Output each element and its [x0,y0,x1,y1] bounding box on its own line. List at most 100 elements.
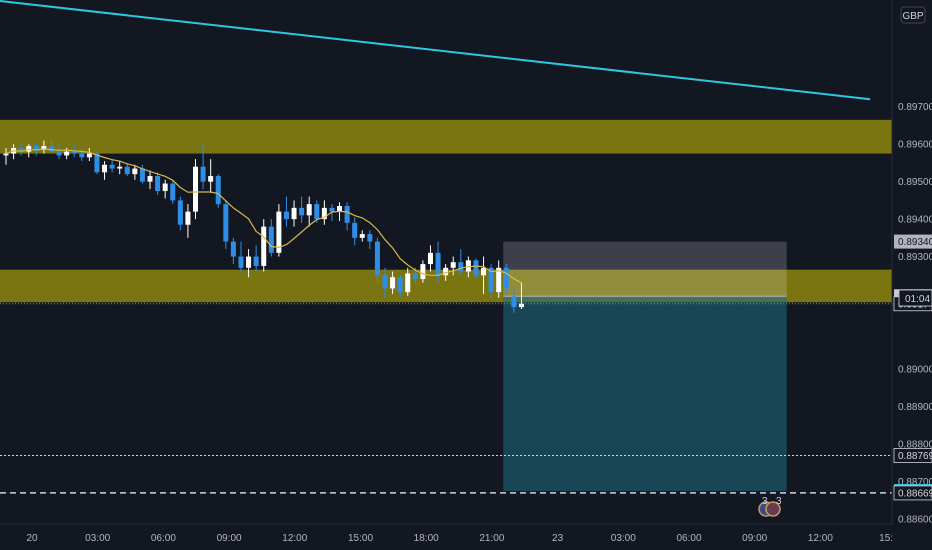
dashed-level-label-text: 0.88669 [898,488,932,499]
x-tick-label: 23 [552,533,564,544]
candle-body [18,147,24,152]
candle-body [443,267,449,276]
y-tick-label: 0.89300 [898,252,932,263]
x-tick-label: 09:00 [217,533,242,544]
event-icon-us [765,501,781,517]
x-tick-label: 21:00 [479,533,504,544]
currency-badge[interactable]: GBP [900,6,926,24]
candle-body [261,226,267,266]
y-tick-label: 0.89700 [898,102,932,113]
position-stop-area[interactable] [503,296,787,492]
trendline-layer [0,0,871,101]
candle-body [215,176,221,205]
candle-body [3,153,9,156]
candle-body [405,273,411,293]
candle-body [94,153,100,173]
x-tick-label: 06:00 [151,533,176,544]
y-tick-label: 0.88900 [898,402,932,413]
candle-body [458,262,464,272]
candle-body [367,234,373,242]
y-tick-label: 0.89500 [898,177,932,188]
dashed-level-label-bg [893,485,932,501]
candle-body [230,241,236,257]
candle-body [109,164,115,169]
candle-body [246,256,252,268]
trendline[interactable] [0,0,871,101]
resistance-zone-1[interactable] [0,119,892,154]
candle-body [147,176,153,182]
candle-body [465,260,471,272]
candle-body [238,256,244,268]
currency-label: GBP [902,11,923,22]
y-tick-label: 0.89400 [898,215,932,226]
event-count-1: 3 [762,496,768,507]
candle-body [344,206,350,223]
candle-body [200,166,206,182]
candle-body [162,183,168,192]
candle-body [374,241,380,276]
candle-body [420,264,426,280]
x-tick-label: 06:00 [676,533,701,544]
candle-body [276,211,282,253]
candle-body [427,252,433,265]
candle-body [503,267,509,289]
dashed-level-label: 0.88669 [893,485,932,501]
bar-countdown: 01:04 [898,289,932,307]
candle-body [450,262,456,268]
x-tick-label: 20 [26,533,38,544]
candle-body [329,207,335,212]
target-price-label: 0.89340 [894,234,932,249]
candle-body [41,146,47,150]
position-layer [503,241,787,492]
y-tick-label: 0.89600 [898,140,932,151]
candle-body [132,168,138,175]
x-tick-label: 12:00 [282,533,307,544]
moving-average-layer [5,148,522,284]
candle-body [352,222,358,238]
dotted-level-label-bg [893,448,932,463]
y-tick-label: 0.88600 [898,514,932,525]
candle-body [397,277,403,293]
candle-body [337,206,343,212]
x-tick-label: 15: [879,533,893,544]
x-tick-label: 12:00 [808,533,833,544]
candle-body [382,275,388,289]
candle-body [488,267,494,293]
candle-body [481,267,487,276]
x-tick-label: 18:00 [414,533,439,544]
y-tick-label: 0.88800 [898,439,932,450]
target-price-label-text: 0.89340 [898,237,932,248]
candle-body [185,211,191,225]
target-price-label-bg [894,234,932,249]
x-tick-label: 03:00 [85,533,110,544]
candle-body [86,153,92,158]
candle-body [321,207,327,220]
candle-body [390,277,396,289]
position-target-area[interactable] [503,241,787,297]
dotted-level-label-text: 0.88769 [898,451,932,462]
candle-body [314,204,320,220]
candle-body [193,166,198,212]
event-count-2: 3 [776,496,782,507]
candle-body [223,204,229,242]
candle-body [359,234,365,238]
candle-body [79,153,85,158]
economic-events[interactable]: 3 3 [758,496,782,517]
candle-body [291,207,297,220]
moving-average-line[interactable] [5,148,522,284]
candle-body [117,166,123,169]
candle-body [64,151,70,156]
candle-body [170,183,176,201]
candle-body [412,273,418,280]
x-tick-label: 15:00 [348,533,373,544]
candle-body [299,207,305,216]
candle-body [71,151,77,154]
candle-body [253,256,259,266]
candle-body [511,296,517,308]
candle-body [208,176,214,182]
candle-body [435,252,441,276]
y-tick-label: 0.88700 [898,477,932,488]
candle-body [268,226,274,253]
candle-body [518,303,524,308]
